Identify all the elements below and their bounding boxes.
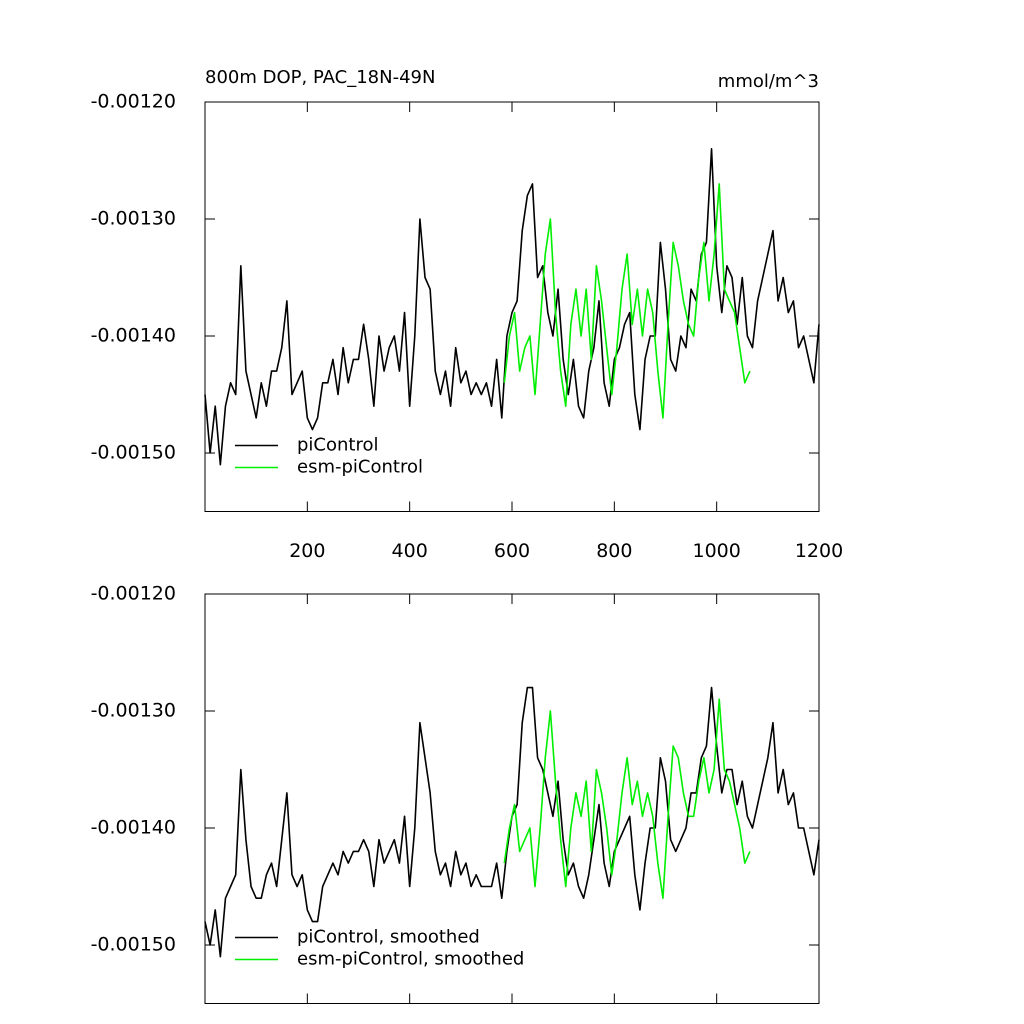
series-line xyxy=(503,183,751,419)
legend-label: esm-piControl, smoothed xyxy=(297,949,524,970)
x-tick-label: 600 xyxy=(494,540,530,562)
y-tick-label: -0.00140 xyxy=(91,325,176,347)
y-tick-label: -0.00130 xyxy=(91,700,176,722)
legend-label: piControl, smoothed xyxy=(297,927,480,948)
x-tick-label: 200 xyxy=(289,540,325,562)
x-tick-label: 1000 xyxy=(692,540,740,562)
y-tick-label: -0.00140 xyxy=(91,817,176,839)
series-line xyxy=(204,148,820,466)
legend-label: piControl xyxy=(297,435,379,456)
x-tick-label: 1200 xyxy=(795,540,843,562)
y-tick-label: -0.00150 xyxy=(91,442,176,464)
y-tick-label: -0.00120 xyxy=(91,91,176,113)
y-tick-label: -0.00120 xyxy=(91,583,176,605)
x-tick-label: 800 xyxy=(596,540,632,562)
x-tick-label: 400 xyxy=(392,540,428,562)
units-label: mmol/m^3 xyxy=(718,71,819,92)
y-tick-label: -0.00150 xyxy=(91,934,176,956)
y-tick-label: -0.00130 xyxy=(91,208,176,230)
series-line xyxy=(503,698,751,899)
chart-title: 800m DOP, PAC_18N-49N xyxy=(205,67,435,88)
legend-label: esm-piControl xyxy=(297,457,423,478)
